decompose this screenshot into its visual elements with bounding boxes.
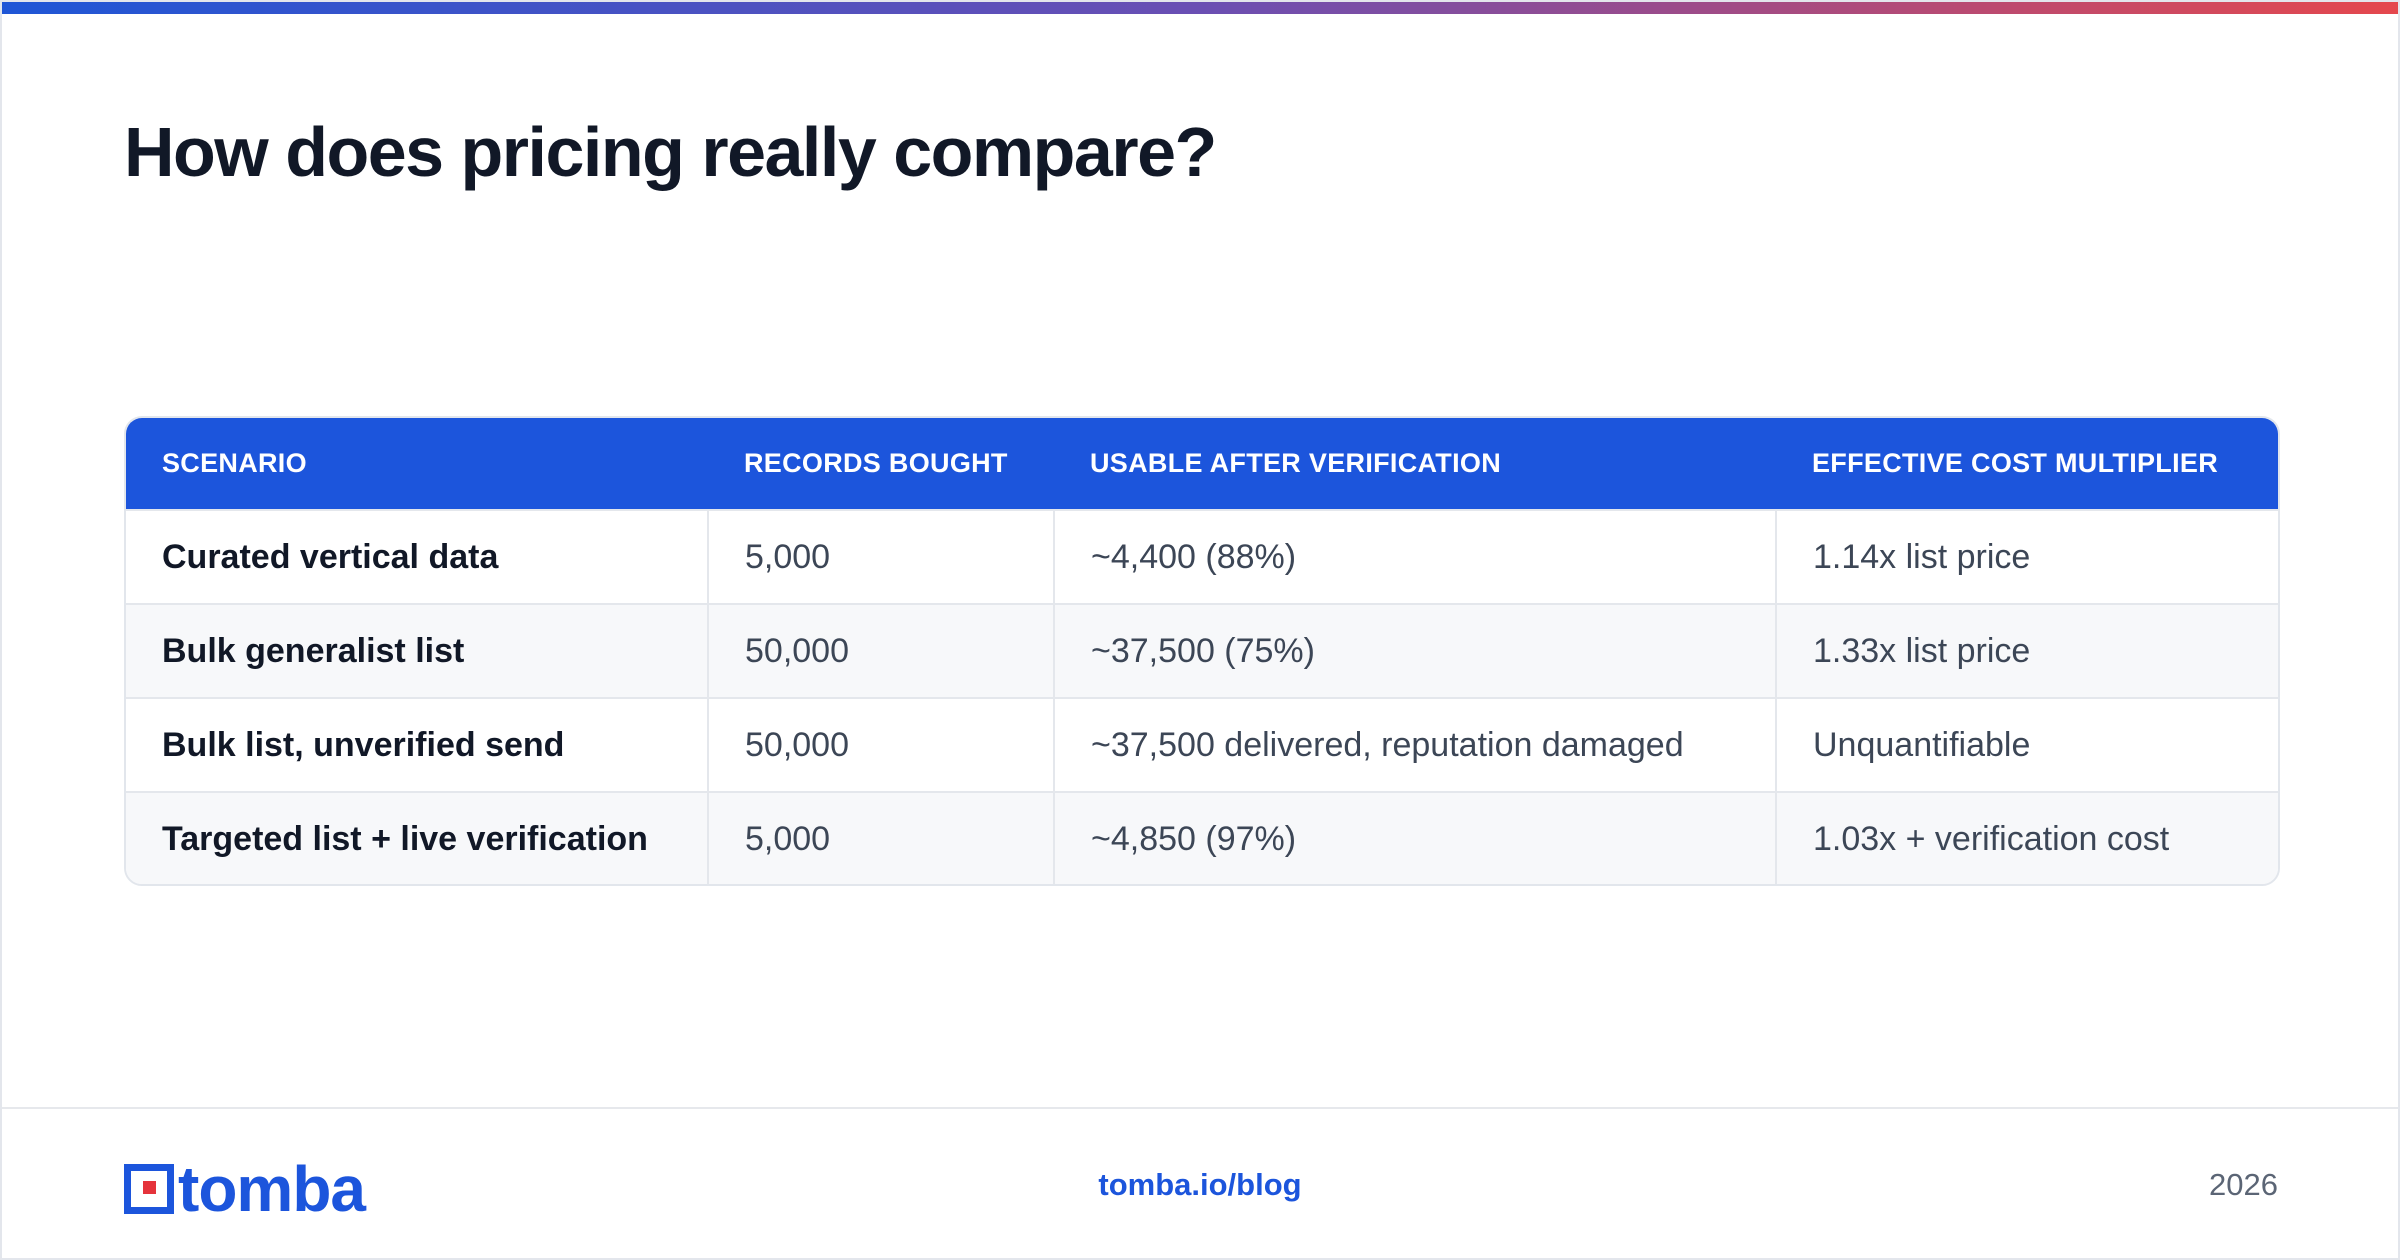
cell-effective-cost-multiplier: Unquantifiable: [1775, 697, 2278, 792]
table-row: Bulk list, unverified send 50,000 ~37,50…: [126, 697, 2278, 792]
cell-records-bought: 50,000: [707, 603, 1054, 698]
brand-logo[interactable]: tomba: [124, 1153, 366, 1225]
footer: tomba tomba.io/blog 2026: [2, 1107, 2398, 1260]
cell-scenario: Bulk generalist list: [126, 603, 708, 698]
column-header-scenario: SCENARIO: [162, 448, 307, 478]
cell-usable-after-verification: ~4,850 (97%): [1053, 791, 1776, 884]
table-header: SCENARIO RECORDS BOUGHT USABLE AFTER VER…: [126, 418, 2278, 510]
cell-records-bought: 50,000: [707, 697, 1054, 792]
footer-year: 2026: [2209, 1167, 2278, 1202]
column-header-records-bought: RECORDS BOUGHT: [744, 448, 1008, 478]
cell-scenario: Curated vertical data: [126, 509, 708, 604]
column-header-effective-cost-multiplier: EFFECTIVE COST MULTIPLIER: [1812, 448, 2219, 478]
cell-effective-cost-multiplier: 1.14x list price: [1775, 509, 2278, 604]
column-header-usable-after-verification: USABLE AFTER VERIFICATION: [1090, 448, 1501, 478]
accent-gradient-bar: [2, 2, 2398, 14]
cell-scenario: Targeted list + live verification: [126, 791, 708, 884]
logo-wordmark: tomba: [178, 1153, 366, 1225]
cell-scenario: Bulk list, unverified send: [126, 697, 708, 792]
pricing-comparison-table: SCENARIO RECORDS BOUGHT USABLE AFTER VER…: [124, 416, 2280, 886]
cell-effective-cost-multiplier: 1.03x + verification cost: [1775, 791, 2278, 884]
table-row: Targeted list + live verification 5,000 …: [126, 791, 2278, 884]
table-body: Curated vertical data 5,000 ~4,400 (88%)…: [126, 509, 2278, 884]
logo-red-square: [143, 1181, 156, 1194]
table-header-row: SCENARIO RECORDS BOUGHT USABLE AFTER VER…: [126, 418, 2278, 510]
cell-usable-after-verification: ~37,500 (75%): [1053, 603, 1776, 698]
cell-usable-after-verification: ~37,500 delivered, reputation damaged: [1053, 697, 1776, 792]
cell-usable-after-verification: ~4,400 (88%): [1053, 509, 1776, 604]
cell-effective-cost-multiplier: 1.33x list price: [1775, 603, 2278, 698]
tomba-logo-icon: [124, 1164, 174, 1214]
table-row: Curated vertical data 5,000 ~4,400 (88%)…: [126, 509, 2278, 604]
cell-records-bought: 5,000: [707, 791, 1054, 884]
cell-records-bought: 5,000: [707, 509, 1054, 604]
page-title: How does pricing really compare?: [124, 113, 1217, 191]
blog-link[interactable]: tomba.io/blog: [1098, 1167, 1302, 1202]
table-row: Bulk generalist list 50,000 ~37,500 (75%…: [126, 603, 2278, 698]
